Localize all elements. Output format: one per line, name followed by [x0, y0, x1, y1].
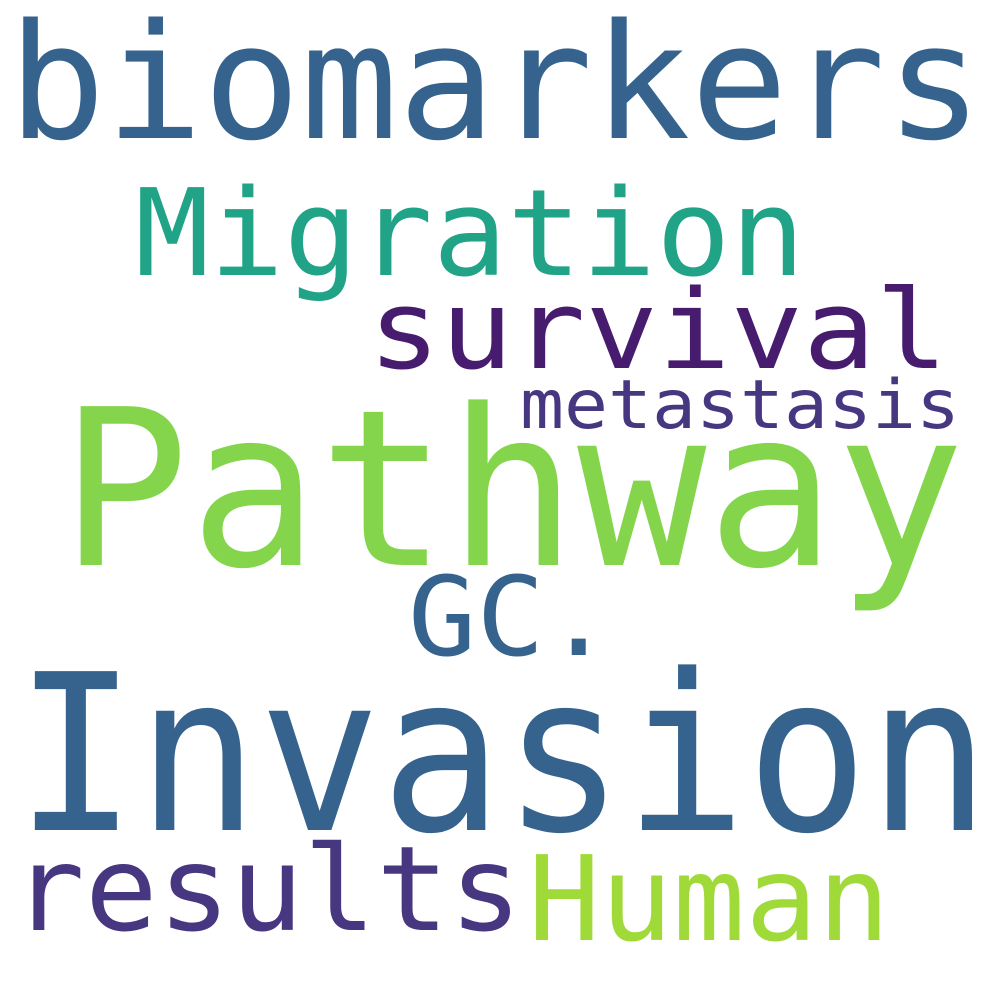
word-migration: Migration [135, 165, 805, 304]
word-pathway: Pathway [60, 364, 965, 617]
word-biomarkers: biomarkers [8, 0, 983, 176]
word-results: results [12, 820, 522, 958]
word-metastasis: metastasis [520, 366, 960, 445]
word-gc: GC. [408, 553, 613, 681]
word-survival: survival [368, 266, 948, 394]
word-invasion: Invasion [15, 629, 990, 882]
word-human: Human [528, 830, 890, 968]
